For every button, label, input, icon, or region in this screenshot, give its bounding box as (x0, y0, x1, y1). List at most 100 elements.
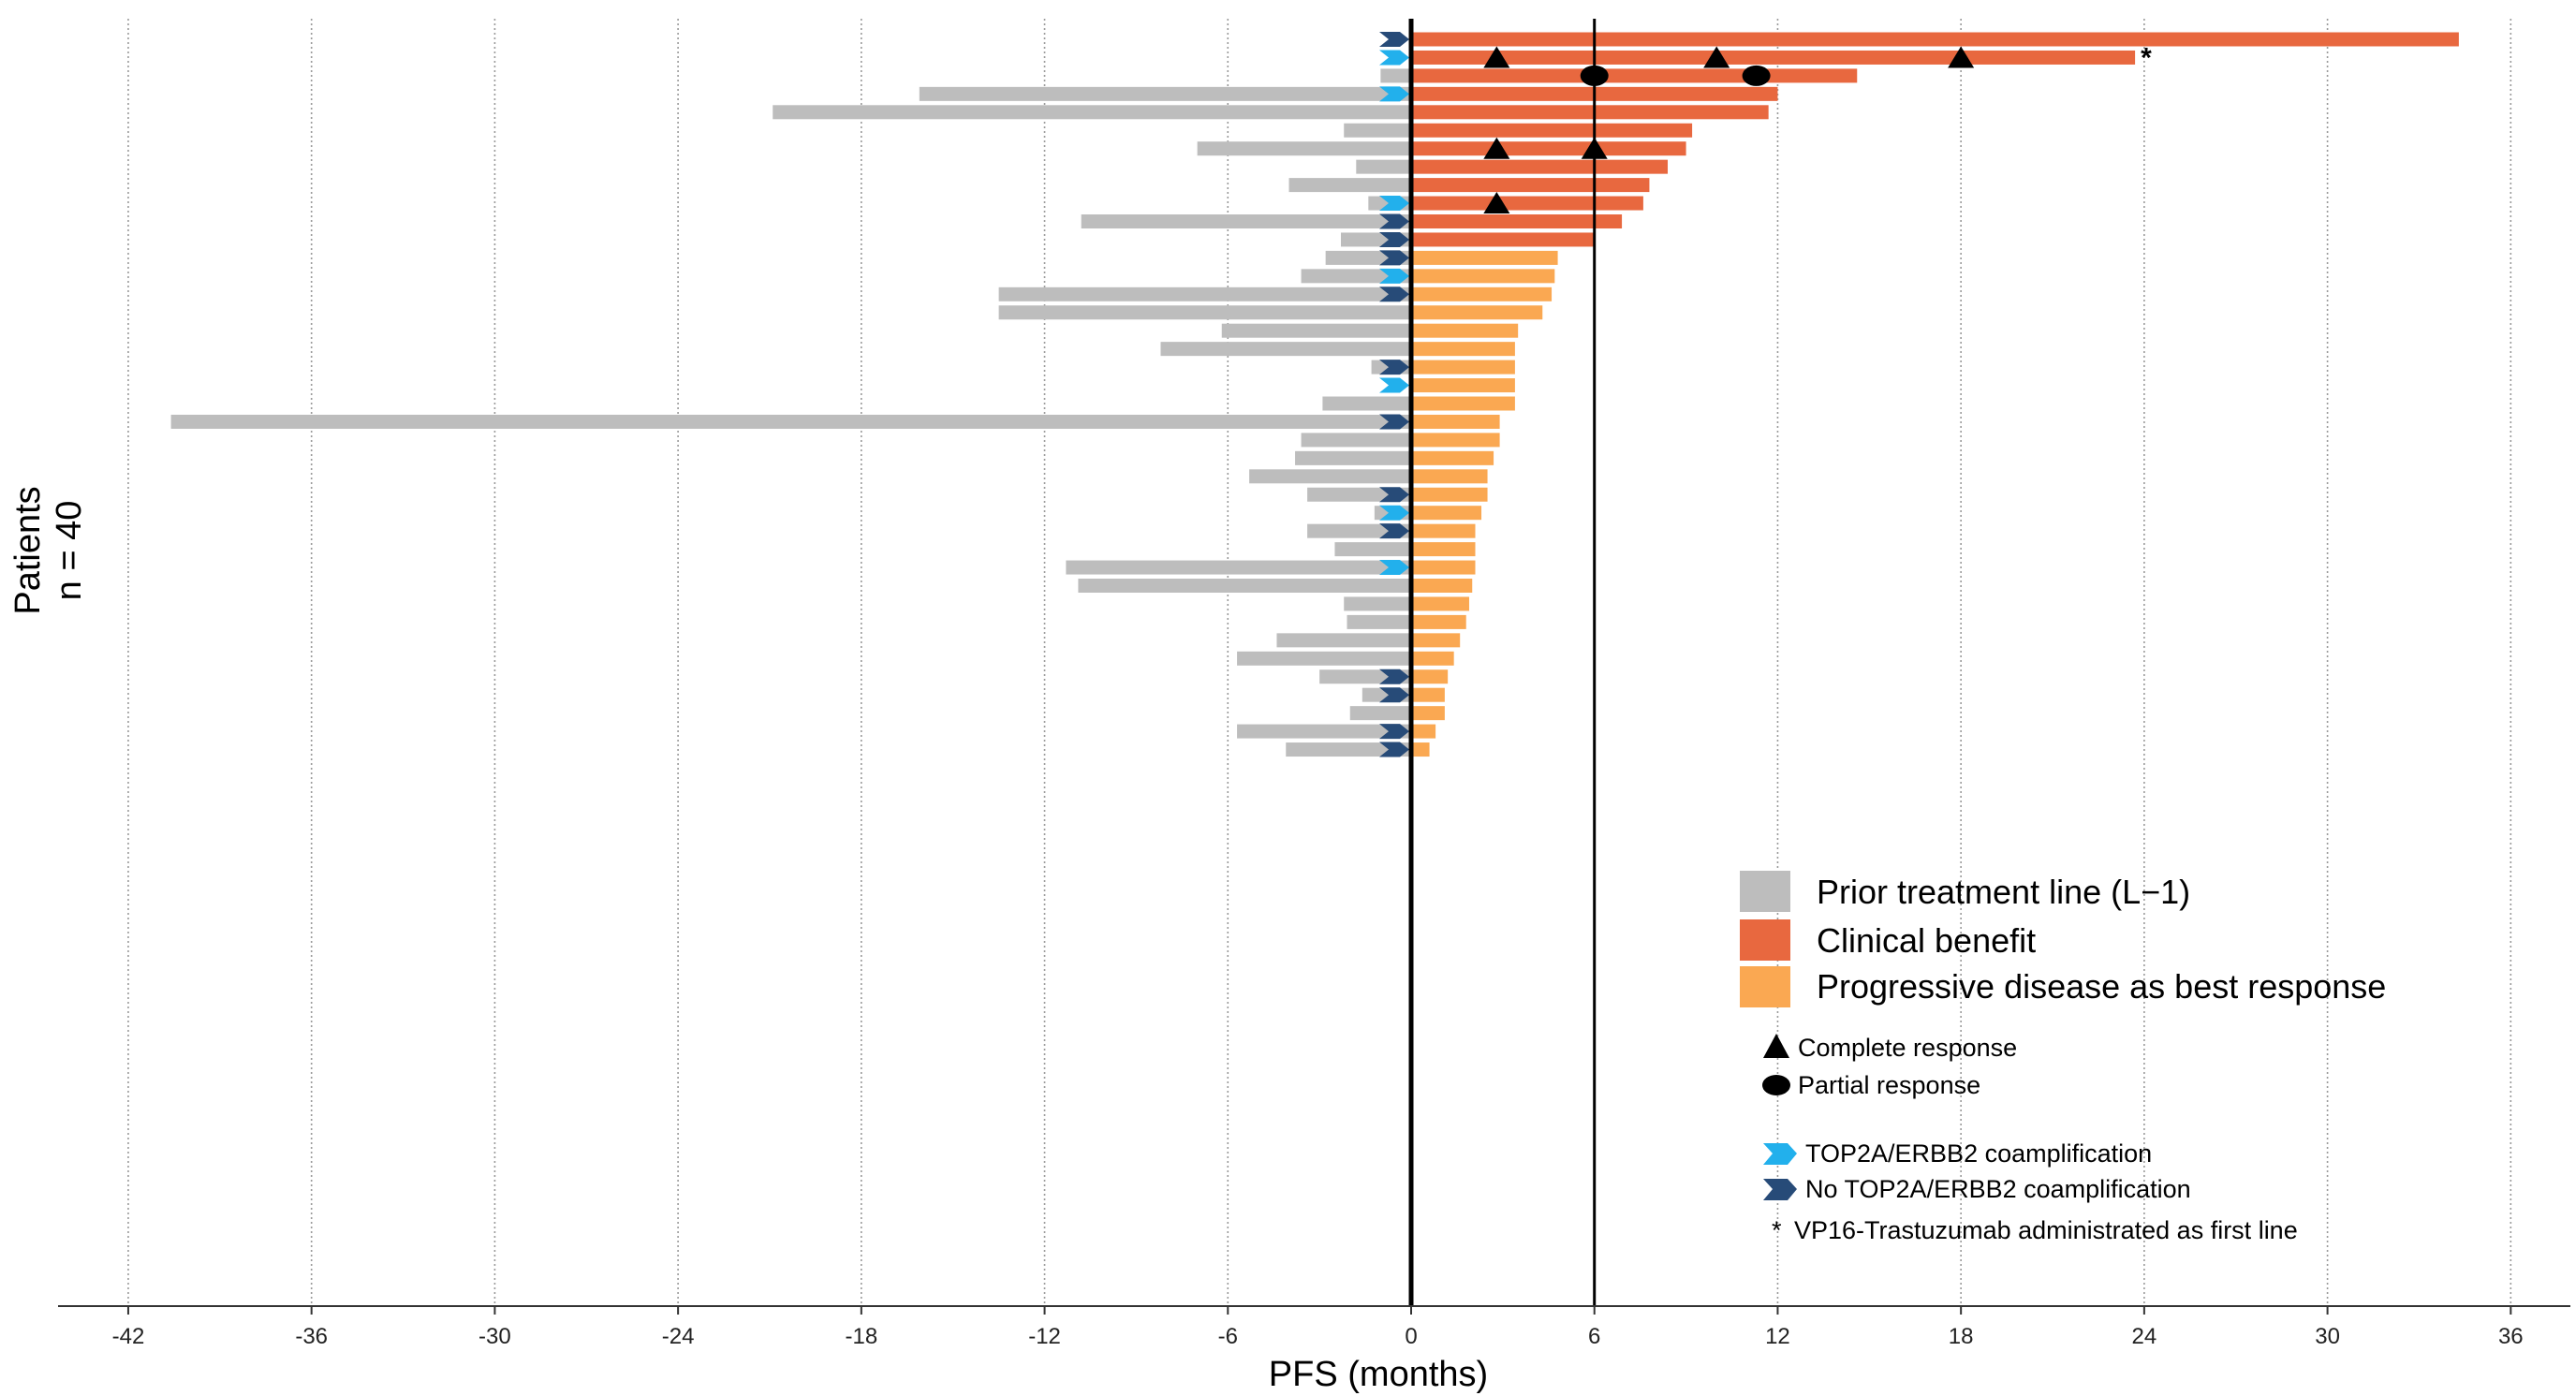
bar-pfs (1411, 706, 1445, 721)
bar-pfs (1411, 469, 1488, 484)
bar-pfs (1411, 396, 1515, 411)
bar-prior (1276, 633, 1411, 648)
x-tick-label: -24 (662, 1324, 695, 1349)
bar-pfs (1411, 542, 1476, 557)
bar-pfs (1411, 214, 1623, 228)
bar-pfs (1411, 651, 1454, 666)
bar-pfs (1411, 360, 1515, 375)
bar-pfs (1411, 250, 1558, 265)
bar-pfs (1411, 141, 1686, 156)
no-coamp-chevron-icon (1379, 724, 1409, 740)
x-tick-label: -36 (295, 1324, 328, 1349)
legend-swatch-benefit (1740, 919, 1790, 961)
bar-pfs (1411, 32, 2459, 47)
complete-response-triangle-icon (1483, 137, 1510, 159)
bar-prior (998, 287, 1411, 301)
bar-pfs (1411, 269, 1555, 284)
bar-prior (1322, 396, 1411, 411)
legend-label-asterisk-note: VP16-Trastuzumab administrated as first … (1794, 1216, 2298, 1244)
bar-pfs (1411, 342, 1515, 357)
no-coamp-chevron-icon (1379, 213, 1409, 229)
legend-label-progressive: Progressive disease as best response (1817, 967, 2386, 1006)
bar-pfs (1411, 487, 1488, 502)
bar-prior (1237, 651, 1411, 666)
bar-prior (1301, 269, 1411, 284)
bar-prior (1380, 68, 1411, 83)
bar-pfs (1411, 579, 1473, 593)
bar-prior (1286, 742, 1411, 757)
bar-prior (998, 305, 1411, 320)
x-tick-label: 30 (2315, 1324, 2340, 1349)
bar-prior (1334, 542, 1411, 557)
bar-pfs (1411, 687, 1445, 702)
legend-ellipse-icon (1762, 1075, 1790, 1095)
bar-prior (170, 414, 1411, 429)
coamp-chevron-icon (1379, 196, 1409, 212)
bar-pfs (1411, 323, 1519, 338)
x-tick-label: 36 (2498, 1324, 2524, 1349)
bar-pfs (1411, 560, 1476, 575)
x-tick-label: -12 (1028, 1324, 1061, 1349)
bar-prior (1347, 614, 1411, 629)
bar-pfs (1411, 50, 2136, 65)
legend-label-no-coamp: No TOP2A/ERBB2 coamplification (1805, 1175, 2191, 1203)
bar-pfs (1411, 633, 1461, 648)
no-coamp-chevron-icon (1379, 287, 1409, 302)
bar-pfs (1411, 232, 1595, 247)
coamplification-markers (1379, 32, 1409, 757)
bar-pfs (1411, 614, 1466, 629)
bars-layer: * (170, 32, 2459, 757)
bar-pfs (1411, 378, 1515, 393)
x-tick-label: 0 (1405, 1324, 1417, 1349)
bar-prior (1221, 323, 1411, 338)
complete-response-triangle-icon (1703, 46, 1730, 68)
coamp-chevron-icon (1379, 560, 1409, 576)
bar-pfs (1411, 414, 1500, 429)
no-coamp-chevron-icon (1379, 523, 1409, 539)
legend-swatch-progressive (1740, 966, 1790, 1007)
bar-prior (1288, 178, 1411, 193)
complete-response-triangle-icon (1483, 192, 1510, 214)
x-tick-label: 6 (1588, 1324, 1600, 1349)
x-tick-label: -30 (478, 1324, 511, 1349)
x-tick-label: -18 (845, 1324, 877, 1349)
asterisk-mark: * (2141, 42, 2152, 73)
bar-pfs (1411, 287, 1553, 301)
bar-pfs (1411, 596, 1469, 611)
no-coamp-chevron-icon (1379, 250, 1409, 266)
legend-label-complete: Complete response (1798, 1034, 2017, 1062)
no-coamp-chevron-icon (1379, 414, 1409, 430)
bar-prior (1078, 579, 1411, 593)
legend-swatch-prior (1740, 871, 1790, 912)
coamp-chevron-icon (1379, 377, 1409, 393)
bar-pfs (1411, 68, 1858, 83)
y-axis-title-group: Patients n = 40 (8, 486, 89, 614)
legend: Prior treatment line (L−1) Clinical bene… (1740, 871, 2386, 1244)
bar-prior (1295, 450, 1411, 465)
bar-pfs (1411, 433, 1500, 448)
coamp-chevron-icon (1379, 505, 1409, 521)
coamp-chevron-icon (1379, 50, 1409, 66)
coamp-chevron-icon (1379, 86, 1409, 102)
no-coamp-chevron-icon (1379, 360, 1409, 375)
no-coamp-chevron-icon (1379, 687, 1409, 703)
bar-pfs (1411, 450, 1494, 465)
bar-pfs (1411, 159, 1669, 174)
x-ticks: -42 -36 -30 -24 -18 -12 -6 0 6 12 18 24 30 36 (112, 1306, 2524, 1349)
legend-label-partial: Partial response (1798, 1071, 1980, 1099)
axes-layer (58, 19, 2570, 1307)
bar-pfs (1411, 669, 1449, 684)
bar-prior (1081, 214, 1411, 228)
bar-pfs (1411, 742, 1430, 757)
bar-pfs (1411, 123, 1693, 138)
bar-pfs (1411, 178, 1650, 193)
no-coamp-chevron-icon (1379, 669, 1409, 684)
bar-prior (1160, 342, 1411, 357)
x-axis-title: PFS (months) (1269, 1355, 1488, 1394)
no-coamp-chevron-icon (1379, 32, 1409, 47)
legend-label-coamp: TOP2A/ERBB2 coamplification (1805, 1139, 2152, 1168)
bar-prior (1249, 469, 1411, 484)
bar-pfs (1411, 523, 1476, 538)
bar-prior (773, 105, 1411, 120)
